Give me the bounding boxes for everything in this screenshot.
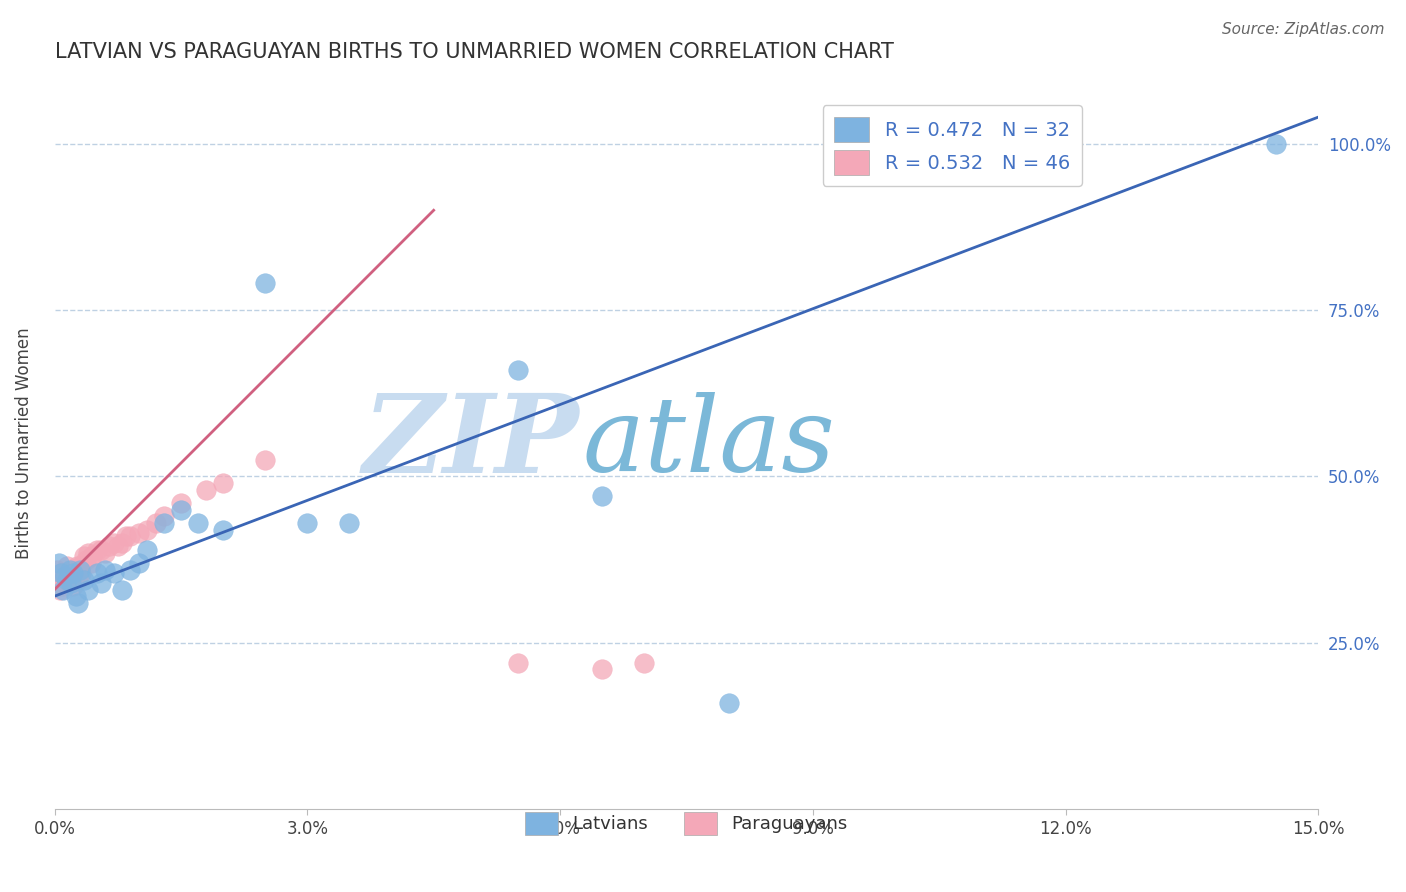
Point	[67, 596, 90, 610]
Point	[60, 573, 83, 587]
Point	[136, 523, 159, 537]
Point	[62, 579, 84, 593]
Text: ZIP: ZIP	[363, 390, 579, 497]
Point	[1265, 136, 1288, 151]
Point	[56, 573, 79, 587]
Point	[49, 582, 72, 597]
Point	[717, 696, 740, 710]
Text: atlas: atlas	[582, 392, 835, 494]
Point	[46, 563, 69, 577]
Point	[145, 516, 167, 530]
Point	[55, 566, 77, 580]
Point	[59, 563, 82, 577]
Point	[153, 516, 176, 530]
Point	[111, 582, 134, 597]
Point	[1012, 157, 1035, 171]
Point	[60, 575, 83, 590]
Point	[77, 546, 100, 560]
Point	[67, 573, 90, 587]
Point	[52, 573, 75, 587]
Point	[187, 516, 209, 530]
Point	[52, 582, 75, 597]
Point	[120, 563, 142, 577]
Point	[120, 529, 142, 543]
Point	[107, 539, 129, 553]
Point	[115, 529, 138, 543]
Point	[58, 575, 80, 590]
Point	[51, 566, 73, 580]
Point	[111, 536, 134, 550]
Point	[75, 552, 97, 566]
Point	[94, 563, 117, 577]
Point	[212, 476, 235, 491]
Point	[70, 566, 93, 580]
Point	[86, 542, 108, 557]
Point	[297, 516, 319, 530]
Point	[63, 566, 86, 580]
Point	[66, 559, 89, 574]
Point	[82, 549, 104, 564]
Point	[128, 556, 150, 570]
Point	[339, 516, 361, 530]
Point	[56, 559, 79, 574]
Point	[65, 563, 87, 577]
Point	[53, 575, 76, 590]
Point	[94, 546, 117, 560]
Point	[62, 566, 84, 580]
Point	[98, 539, 121, 553]
Point	[53, 569, 76, 583]
Point	[103, 566, 125, 580]
Point	[56, 569, 79, 583]
Point	[153, 509, 176, 524]
Point	[69, 563, 91, 577]
Point	[65, 589, 87, 603]
Point	[52, 579, 75, 593]
Point	[195, 483, 218, 497]
Point	[59, 569, 82, 583]
Point	[254, 277, 277, 291]
Point	[591, 662, 613, 676]
Point	[51, 566, 73, 580]
Point	[591, 490, 613, 504]
Point	[136, 542, 159, 557]
Point	[170, 496, 193, 510]
Text: LATVIAN VS PARAGUAYAN BIRTHS TO UNMARRIED WOMEN CORRELATION CHART: LATVIAN VS PARAGUAYAN BIRTHS TO UNMARRIE…	[55, 42, 893, 62]
Point	[86, 566, 108, 580]
Y-axis label: Births to Unmarried Women: Births to Unmarried Women	[15, 327, 32, 559]
Point	[633, 656, 655, 670]
Point	[80, 556, 103, 570]
Point	[506, 363, 529, 377]
Point	[103, 536, 125, 550]
Point	[90, 542, 112, 557]
Point	[212, 523, 235, 537]
Point	[73, 573, 96, 587]
Point	[506, 656, 529, 670]
Point	[128, 526, 150, 541]
Point	[73, 549, 96, 564]
Point	[90, 575, 112, 590]
Point	[170, 502, 193, 516]
Point	[254, 452, 277, 467]
Point	[48, 556, 70, 570]
Point	[69, 559, 91, 574]
Point	[48, 579, 70, 593]
Point	[77, 582, 100, 597]
Legend: Latvians, Paraguayans: Latvians, Paraguayans	[516, 803, 856, 844]
Text: Source: ZipAtlas.com: Source: ZipAtlas.com	[1222, 22, 1385, 37]
